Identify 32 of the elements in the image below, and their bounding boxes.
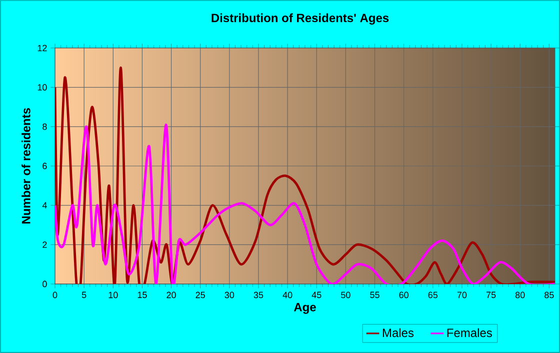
- x-tick-label: 65: [428, 292, 438, 298]
- x-tick-label: 60: [399, 292, 408, 298]
- line-series: [55, 66, 555, 284]
- x-tick-label: 35: [254, 292, 264, 298]
- y-tick-label: 0: [42, 280, 47, 288]
- legend-label: Females: [447, 328, 492, 338]
- y-tick-label: 2: [42, 242, 47, 248]
- x-tick-label: 70: [457, 292, 467, 298]
- y-axis-title: Number of residents: [22, 108, 30, 224]
- x-tick-label: 0: [52, 292, 58, 298]
- y-tick-label: 8: [42, 123, 47, 130]
- x-tick-label: 10: [108, 292, 118, 298]
- line-series: [55, 123, 555, 284]
- x-tick-label: 85: [544, 292, 554, 298]
- x-tick-label: 40: [282, 292, 292, 298]
- x-tick-label: 80: [515, 292, 525, 298]
- x-tick-label: 5: [82, 292, 86, 298]
- x-tick-label: 55: [370, 292, 380, 298]
- y-tick-label: 12: [38, 44, 47, 52]
- x-tick-label: 25: [196, 292, 205, 298]
- y-tick-label: 6: [42, 162, 47, 170]
- x-tick-label: 20: [166, 292, 176, 298]
- x-tick-label: 75: [486, 292, 496, 298]
- chart-title: Distribution of Residents' Ages: [212, 13, 389, 25]
- legend-label: Males: [382, 328, 414, 338]
- x-axis-title: Age: [294, 303, 316, 314]
- x-tick-label: 50: [341, 292, 350, 298]
- y-tick-label: 4: [42, 202, 47, 208]
- y-tick-label: 10: [38, 84, 47, 91]
- x-tick-label: 45: [312, 292, 322, 298]
- x-tick-label: 30: [224, 292, 234, 298]
- x-tick-label: 15: [138, 292, 147, 298]
